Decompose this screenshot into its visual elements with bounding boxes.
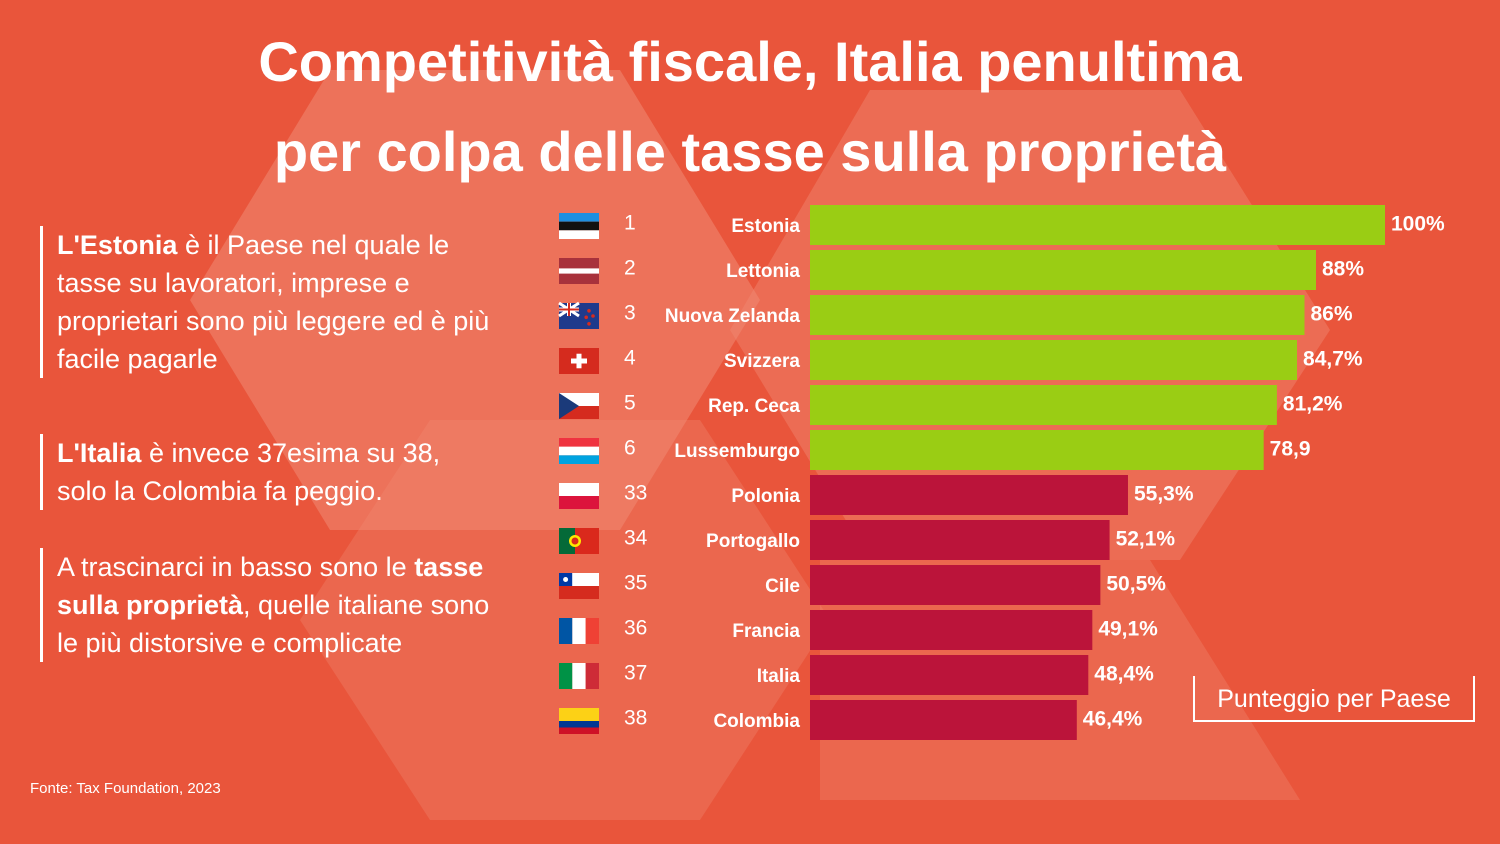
value-label: 78,9: [1270, 438, 1311, 461]
source-note: Fonte: Tax Foundation, 2023: [30, 780, 221, 797]
flag-latvia-icon: [559, 258, 599, 284]
flag-portugal-icon: [559, 528, 599, 554]
value-label: 100%: [1391, 213, 1445, 236]
note-estonia: L'Estonia è il Paese nel quale le tasse …: [40, 226, 497, 378]
flag-france-icon: [559, 618, 599, 644]
flag-chile-icon: [559, 573, 599, 599]
bar-rep-ceca: [810, 385, 1277, 425]
value-label: 50,5%: [1106, 573, 1166, 596]
country-label: Francia: [732, 621, 800, 642]
page-title-line-2: per colpa delle tasse sulla proprietà: [273, 120, 1227, 183]
value-label: 52,1%: [1116, 528, 1176, 551]
country-label: Lussemburgo: [674, 441, 800, 462]
value-label: 86%: [1311, 303, 1353, 326]
note-property-tax: A trascinarci in basso sono le tasse sul…: [40, 548, 497, 662]
bar-portogallo: [810, 520, 1110, 560]
bar-lussemburgo: [810, 430, 1264, 470]
country-label: Italia: [757, 666, 801, 687]
country-label: Lettonia: [726, 261, 800, 282]
rank-label: 6: [624, 437, 636, 460]
bar-lettonia: [810, 250, 1316, 290]
rank-label: 34: [624, 527, 648, 550]
value-label: 48,4%: [1094, 663, 1154, 686]
bar-estonia: [810, 205, 1385, 245]
country-label: Polonia: [731, 486, 800, 507]
rank-label: 5: [624, 392, 636, 415]
country-label: Colombia: [713, 711, 800, 732]
bar-colombia: [810, 700, 1077, 740]
note-estonia-text: è il Paese nel quale le tasse su lavorat…: [57, 230, 490, 374]
page-title-line-1: Competitività fiscale, Italia penultima: [258, 30, 1242, 93]
country-label: Cile: [765, 576, 800, 597]
flag-italy-icon: [559, 663, 599, 689]
rank-label: 37: [624, 662, 647, 685]
flag-czech-republic-icon: [559, 393, 599, 419]
flag-luxembourg-icon: [559, 438, 599, 464]
bar-italia: [810, 655, 1089, 695]
chart-legend: Punteggio per Paese: [1193, 676, 1475, 722]
note-property-tax-bold: tasse sulla proprietà: [57, 552, 484, 620]
note-estonia-bold: L'Estonia: [57, 230, 178, 260]
bar-francia: [810, 610, 1093, 650]
note-italy-text: è invece 37esima su 38, solo la Colombia…: [57, 438, 441, 506]
rank-label: 3: [624, 302, 636, 325]
note-property-tax-pre: A trascinarci in basso sono le: [57, 552, 415, 582]
country-label: Rep. Ceca: [708, 396, 800, 417]
flag-colombia-icon: [559, 708, 599, 734]
value-label: 46,4%: [1083, 708, 1143, 731]
rank-label: 2: [624, 257, 636, 280]
note-italy: L'Italia è invece 37esima su 38, solo la…: [40, 434, 497, 510]
flag-poland-icon: [559, 483, 599, 509]
flag-estonia-icon: [559, 213, 599, 239]
rank-label: 1: [624, 212, 636, 235]
rank-label: 36: [624, 617, 647, 640]
flag-switzerland-icon: [559, 348, 599, 374]
value-label: 84,7%: [1303, 348, 1363, 371]
country-label: Nuova Zelanda: [665, 306, 801, 327]
rank-label: 38: [624, 707, 647, 730]
rank-label: 35: [624, 572, 647, 595]
value-label: 55,3%: [1134, 483, 1194, 506]
country-label: Portogallo: [706, 531, 800, 552]
value-label: 81,2%: [1283, 393, 1343, 416]
note-italy-bold: L'Italia: [57, 438, 142, 468]
bar-svizzera: [810, 340, 1298, 380]
bar-cile: [810, 565, 1101, 605]
flag-new-zealand-icon: [558, 301, 599, 329]
note-property-tax-text: , quelle italiane sono le più distorsive…: [57, 590, 490, 658]
value-label: 88%: [1322, 258, 1364, 281]
bar-polonia: [810, 475, 1128, 515]
country-label: Estonia: [731, 216, 800, 237]
rank-label: 33: [624, 482, 647, 505]
rank-label: 4: [624, 347, 636, 370]
bar-nuova-zelanda: [810, 295, 1305, 335]
country-label: Svizzera: [724, 351, 800, 372]
value-label: 49,1%: [1098, 618, 1158, 641]
